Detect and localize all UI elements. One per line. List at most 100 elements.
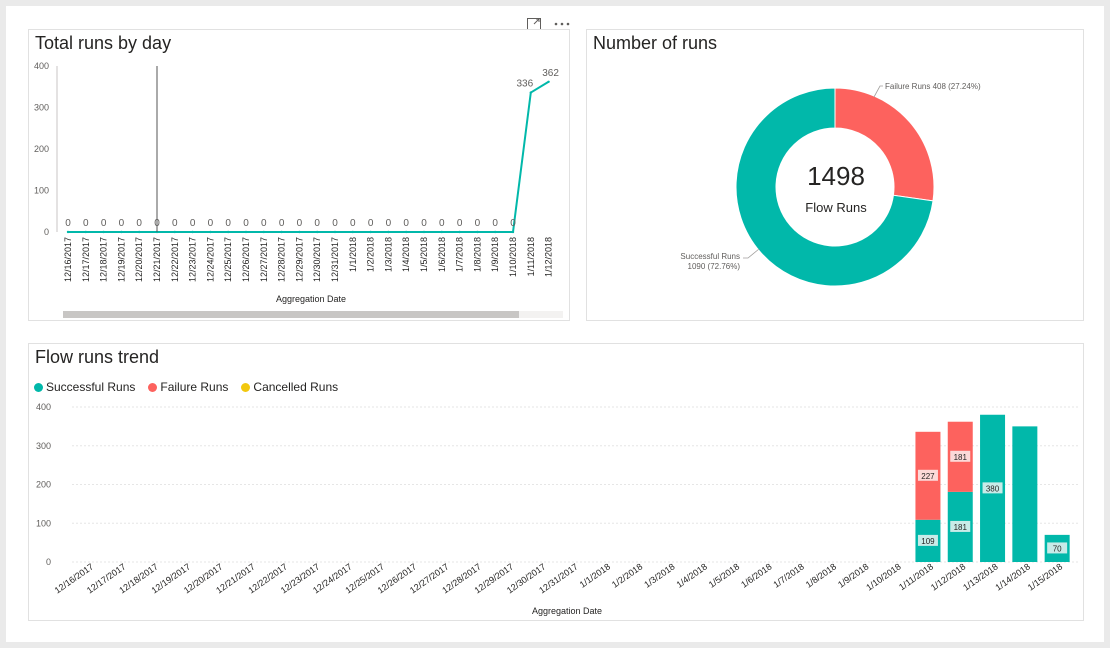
- y-tick-label: 300: [34, 103, 49, 113]
- data-label: 0: [368, 218, 374, 229]
- x-tick-label: 1/7/2018: [455, 237, 465, 272]
- data-label: 0: [332, 218, 338, 229]
- x-tick-label: 1/3/2018: [383, 237, 393, 272]
- x-tick-label: 12/23/2017: [188, 237, 198, 282]
- total-runs-card[interactable]: Total runs by day 400 300 200 100 0 0 0 0 0 0 0 0 0 0…: [28, 29, 570, 321]
- number-of-runs-card[interactable]: Number of runs Failure Runs 408 (27.24%)…: [586, 29, 1084, 321]
- data-point: [476, 230, 479, 234]
- scrollbar-thumb[interactable]: [63, 311, 519, 318]
- data-point: [209, 230, 212, 234]
- data-point: [191, 230, 194, 234]
- donut-slice-successful: [735, 87, 934, 287]
- x-tick-label: 12/31/2017: [330, 237, 340, 282]
- data-point: [173, 230, 176, 234]
- donut-chart-title: Number of runs: [593, 33, 718, 53]
- legend-item-successful[interactable]: Successful Runs: [34, 380, 135, 394]
- y-tick-label: 400: [34, 61, 49, 71]
- y-tick-label: 100: [36, 518, 51, 528]
- x-axis-title: Aggregation Date: [532, 606, 602, 616]
- x-tick-label: 1/9/2018: [490, 237, 500, 272]
- data-label: 0: [65, 218, 71, 229]
- donut-center-value: 1498: [807, 161, 865, 191]
- y-tick-label: 0: [46, 557, 51, 567]
- successful-slice-label-value: 1090 (72.76%): [688, 262, 741, 271]
- data-point: [84, 230, 87, 234]
- legend-dot-successful: [34, 382, 43, 392]
- x-tick-label: 12/25/2017: [223, 237, 233, 282]
- data-label: 0: [492, 218, 498, 229]
- x-tick-label: 1/5/2018: [707, 561, 741, 589]
- x-tick-label: 12/24/2017: [205, 237, 215, 282]
- x-tick-label: 1/7/2018: [771, 561, 805, 589]
- x-tick-label: 1/10/2018: [508, 237, 518, 277]
- x-tick-label: 1/6/2018: [437, 237, 447, 272]
- data-point: [298, 230, 301, 234]
- donut-chart: Failure Runs 408 (27.24%) Successful Runs…: [680, 82, 981, 287]
- x-tick-label: 12/22/2017: [170, 237, 180, 282]
- x-tick-label: 1/2/2018: [366, 237, 376, 272]
- data-point: [262, 230, 265, 234]
- x-tick-label: 1/10/2018: [864, 561, 903, 592]
- x-tick-label: 1/4/2018: [401, 237, 411, 272]
- data-label-bg: [982, 482, 1003, 494]
- data-label: 0: [457, 218, 463, 229]
- x-tick-label: 1/8/2018: [472, 237, 482, 272]
- data-point: [120, 230, 123, 234]
- data-label: 0: [386, 218, 392, 229]
- data-label: 0: [225, 218, 231, 229]
- x-tick-label: 1/15/2018: [1026, 561, 1065, 592]
- successful-leader-line: [743, 248, 760, 259]
- x-tick-label: 12/28/2017: [277, 237, 287, 282]
- data-label: 0: [101, 218, 107, 229]
- dashboard-canvas: Total runs by day 400 300 200 100 0 0 0 0 0 0 0 0 0 0…: [6, 6, 1104, 642]
- y-tick-label: 100: [34, 186, 49, 196]
- legend-item-cancelled[interactable]: Cancelled Runs: [241, 380, 338, 394]
- data-label: 0: [190, 218, 196, 229]
- legend-dot-cancelled: [241, 382, 251, 392]
- data-point: [102, 230, 105, 234]
- data-label: 0: [297, 218, 303, 229]
- legend-label-failure: Failure Runs: [160, 380, 229, 394]
- legend-label-cancelled: Cancelled Runs: [253, 380, 339, 394]
- data-label: 181: [954, 523, 968, 532]
- series-line: [68, 80, 550, 233]
- data-label-bg: [950, 450, 971, 462]
- data-label: 0: [136, 218, 142, 229]
- data-label: 336: [516, 79, 533, 90]
- x-tick-label: 1/13/2018: [961, 561, 1000, 592]
- data-label: 0: [421, 218, 427, 229]
- failure-slice-label: Failure Runs 408 (27.24%): [885, 82, 981, 91]
- data-label-bg: [1047, 542, 1068, 554]
- y-tick-label: 300: [36, 441, 51, 451]
- data-label: 0: [243, 218, 249, 229]
- data-label: 0: [119, 218, 125, 229]
- y-tick-label: 200: [36, 480, 51, 490]
- data-label: 0: [172, 218, 178, 229]
- line-chart: 4003002001000000000000000000000000000003…: [34, 61, 563, 318]
- data-point: [494, 230, 497, 234]
- x-tick-label: 1/1/2018: [348, 237, 358, 272]
- y-tick-label: 0: [44, 227, 49, 237]
- data-point: [369, 230, 372, 234]
- data-point: [333, 230, 337, 234]
- more-options-icon[interactable]: [554, 16, 570, 32]
- data-label: 0: [314, 218, 320, 229]
- data-point: [405, 230, 408, 234]
- data-label-bg: [950, 520, 971, 532]
- legend-dot-failure: [148, 382, 158, 392]
- failure-leader-line: [873, 85, 883, 98]
- x-tick-label: 1/12/2018: [929, 561, 968, 592]
- successful-slice-label-name: Successful Runs: [680, 252, 740, 261]
- donut-slice-failure: [834, 87, 935, 202]
- data-label: 0: [261, 218, 267, 229]
- data-label: 0: [510, 218, 516, 229]
- data-label: 181: [954, 453, 968, 462]
- x-tick-label: 12/18/2017: [99, 237, 109, 282]
- x-tick-label: 12/19/2017: [116, 237, 126, 282]
- x-tick-label: 1/6/2018: [739, 561, 773, 589]
- x-tick-label: 12/21/2017: [152, 237, 162, 282]
- flow-runs-trend-card[interactable]: Flow runs trend Successful Runs Failure …: [28, 343, 1084, 621]
- data-label: 0: [439, 218, 445, 229]
- legend-item-failure[interactable]: Failure Runs: [148, 380, 228, 394]
- data-label: 380: [986, 484, 1000, 493]
